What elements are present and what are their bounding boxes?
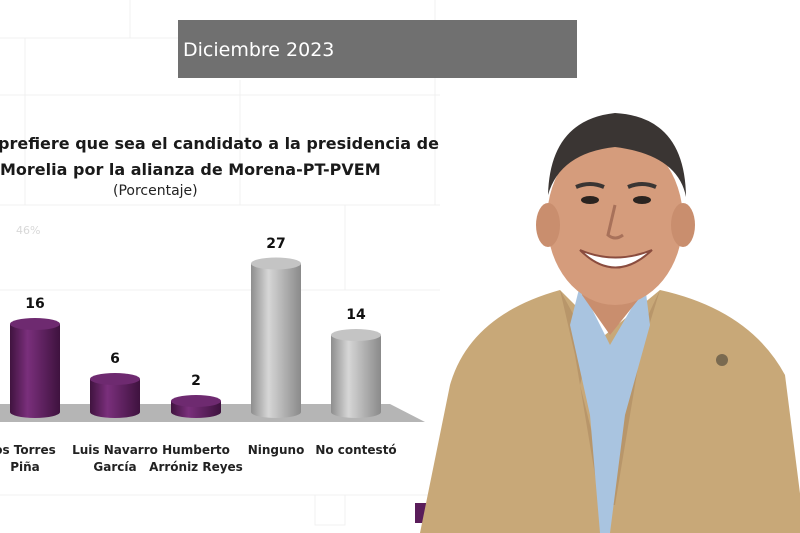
bar-luis-navarro-garcia bbox=[90, 373, 140, 418]
bar-body-os-torres-pina bbox=[10, 324, 60, 418]
ghost-axis-label: 46% bbox=[16, 224, 41, 237]
category-label-os-torres-pina: os Torres Piña bbox=[0, 443, 56, 474]
person-portrait-icon bbox=[420, 113, 800, 533]
bar-cap-humberto-arroniz-reyes bbox=[171, 395, 221, 407]
chart-title-line-1: prefiere que sea el candidato a la presi… bbox=[0, 134, 439, 153]
bar-no-contesto bbox=[331, 329, 381, 418]
bar-body-ninguno bbox=[251, 263, 301, 418]
bar-cap-os-torres-pina bbox=[10, 318, 60, 330]
value-label-os-torres-pina: 16 bbox=[25, 296, 45, 312]
bar-ninguno bbox=[251, 257, 301, 418]
bar-body-luis-navarro-garcia bbox=[90, 379, 140, 418]
date-banner: Diciembre 2023 bbox=[178, 20, 577, 78]
category-label-luis-navarro-garcia: Luis Navarro García bbox=[72, 443, 158, 474]
category-label-ninguno: Ninguno bbox=[247, 443, 305, 457]
category-label-no-contesto: No contestó bbox=[315, 443, 397, 457]
chart-subtitle: (Porcentaje) bbox=[113, 183, 198, 199]
chart-title-line-2: Morelia por la alianza de Morena-PT-PVEM bbox=[0, 160, 381, 179]
value-label-no-contesto: 14 bbox=[346, 307, 366, 323]
bar-cap-luis-navarro-garcia bbox=[90, 373, 140, 385]
bar-cap-no-contesto bbox=[331, 329, 381, 341]
category-label-humberto-arroniz-reyes: Humberto Arróniz Reyes bbox=[149, 443, 243, 474]
value-label-humberto-arroniz-reyes: 2 bbox=[191, 373, 201, 389]
bar-cap-ninguno bbox=[251, 257, 301, 270]
bar-os-torres-pina bbox=[10, 318, 60, 418]
bar-chart bbox=[0, 257, 425, 422]
bar-humberto-arroniz-reyes bbox=[171, 395, 221, 418]
value-label-luis-navarro-garcia: 6 bbox=[110, 351, 120, 367]
bar-body-no-contesto bbox=[331, 335, 381, 418]
chart-title: prefiere que sea el candidato a la presi… bbox=[0, 131, 439, 183]
value-label-ninguno: 27 bbox=[266, 235, 286, 252]
